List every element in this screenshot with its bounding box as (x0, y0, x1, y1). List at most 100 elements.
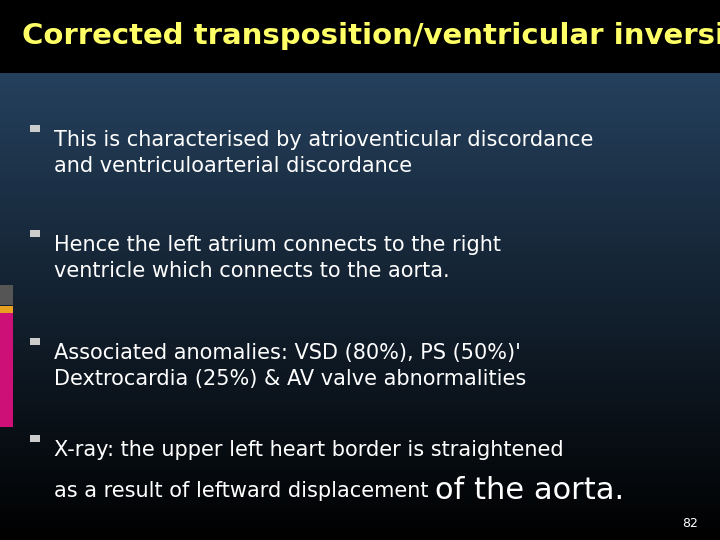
Bar (0, 536, 720, 538)
Bar (0, 63, 720, 65)
Bar (0, 371, 720, 373)
Bar (0, 481, 720, 482)
Bar (0, 374, 720, 376)
Bar (0, 444, 720, 447)
Bar (0, 513, 720, 515)
Bar (0, 69, 720, 70)
Bar (0, 362, 720, 363)
Bar (0, 461, 720, 463)
Text: 82: 82 (683, 517, 698, 530)
Bar (0, 54, 720, 56)
Bar (0, 524, 720, 525)
Bar (0, 308, 720, 309)
Bar (0, 340, 720, 342)
Bar (0, 398, 720, 400)
Bar (0, 31, 720, 32)
Bar (0, 313, 720, 315)
Bar (0, 400, 720, 401)
Bar (0, 497, 720, 498)
Bar (0, 131, 720, 133)
Bar (0, 412, 720, 414)
Bar (0, 56, 720, 58)
Bar (0, 180, 720, 182)
Bar (0, 463, 720, 464)
Bar (0, 286, 720, 288)
Bar (0, 2, 720, 4)
Bar (0, 349, 720, 351)
Bar (0, 140, 720, 142)
Bar (0, 275, 720, 277)
Bar (0, 207, 720, 209)
Bar (0, 270, 720, 272)
Bar (0, 92, 720, 93)
Bar (0, 38, 720, 39)
Bar (0, 99, 720, 101)
Bar (0, 336, 720, 339)
Bar (0, 420, 720, 421)
Bar (0, 85, 720, 86)
Bar (0, 157, 720, 158)
Bar (0, 144, 720, 146)
Bar (0, 255, 720, 258)
Bar (0, 390, 720, 393)
Bar (0, 407, 720, 409)
Bar (0, 490, 720, 491)
Bar (30, 230, 40, 237)
Bar (0, 110, 720, 112)
Bar (0, 520, 720, 522)
Bar (0, 18, 720, 20)
Bar (0, 23, 720, 25)
Bar (0, 263, 720, 265)
Bar (0, 331, 720, 333)
Bar (0, 250, 720, 252)
Bar (0, 39, 720, 42)
Text: of the aorta.: of the aorta. (435, 476, 624, 505)
Bar (0, 20, 720, 22)
Bar (0, 329, 720, 331)
Bar (0, 72, 720, 74)
Text: Associated anomalies: VSD (80%), PS (50%)'
Dextrocardia (25%) & AV valve abnorma: Associated anomalies: VSD (80%), PS (50%… (54, 343, 526, 389)
Bar (0, 27, 720, 29)
Bar (0, 378, 720, 380)
Bar (0, 464, 720, 466)
Bar (0, 106, 720, 108)
Bar (0, 324, 720, 326)
Bar (0, 459, 720, 461)
Bar (0, 239, 720, 241)
Bar (0, 201, 720, 204)
Bar (0, 403, 720, 405)
Bar (0, 529, 720, 531)
Bar (0, 209, 720, 211)
Bar (0, 285, 720, 286)
Bar (0, 261, 720, 263)
Bar (0, 88, 720, 90)
Bar (0, 113, 720, 115)
Bar (0, 506, 720, 508)
Bar (0, 439, 720, 441)
Bar (0, 306, 720, 308)
Bar (0, 169, 720, 171)
Bar (0, 322, 720, 324)
Bar (0, 475, 720, 477)
Bar (0, 360, 720, 362)
Bar (0, 212, 720, 214)
Bar (0, 299, 720, 301)
Bar (0, 380, 720, 382)
Bar (0, 238, 720, 239)
Bar (0, 353, 720, 355)
Bar (0, 97, 720, 99)
Bar (0, 363, 720, 366)
Bar (0, 198, 720, 200)
Bar (0, 43, 720, 45)
Bar (0, 29, 720, 31)
Text: X-ray: the upper left heart border is straightened: X-ray: the upper left heart border is st… (54, 440, 564, 460)
Bar (0, 130, 720, 131)
Text: as a result of leftward displacement: as a result of leftward displacement (54, 481, 435, 501)
Bar (0, 266, 720, 268)
Bar (0, 178, 720, 180)
Bar (0, 317, 720, 319)
Bar (0, 454, 720, 455)
Bar (0, 158, 720, 160)
Bar (0, 450, 720, 452)
Bar (0, 115, 720, 117)
